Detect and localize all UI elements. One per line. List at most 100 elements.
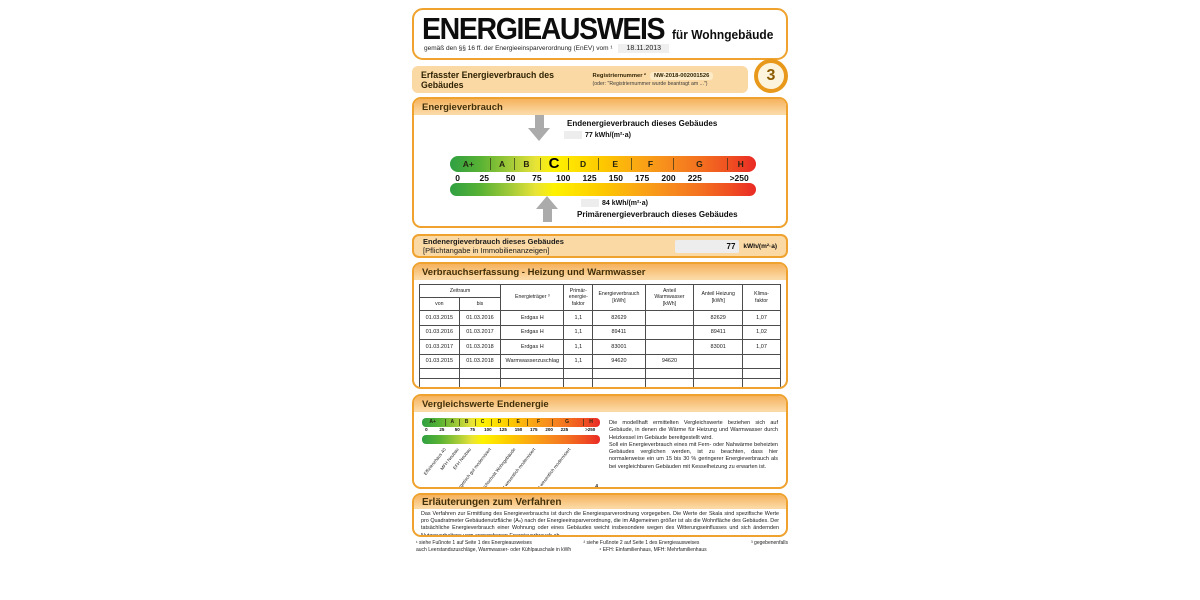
- scale-class: G: [696, 159, 703, 169]
- cell: [458, 378, 502, 387]
- cell: 1,1: [563, 310, 594, 326]
- arrow-head: [536, 196, 558, 209]
- scale-tick: 225: [687, 173, 702, 183]
- scale-tick: 0: [425, 427, 428, 432]
- scale-tick: 100: [556, 173, 571, 183]
- cell: 1,07: [742, 339, 781, 355]
- primary-energy-unit: kWh/(m²·a): [611, 199, 648, 207]
- comparison-paragraph-1: Die modellhaft ermittelten Vergleichswer…: [609, 420, 778, 441]
- registration-number: NW-2018-002001526: [650, 72, 714, 80]
- scale-class: H: [737, 159, 744, 169]
- cell: [693, 378, 744, 387]
- scale-tick: 225: [560, 427, 569, 432]
- scale-tick: 50: [505, 173, 516, 183]
- vergleichswerte-section-title: Vergleichswerte Endenergie: [414, 396, 786, 412]
- scale-tick: 50: [454, 427, 460, 432]
- table-row: 01.03.2015 01.03.2018 Warmwasserzuschlag 1,…: [419, 353, 781, 369]
- cell: 01.03.2016: [458, 310, 502, 326]
- scale-class-highlight: C: [548, 155, 560, 172]
- cell: 1,07: [742, 310, 781, 326]
- comparison-explanation: Die modellhaft ermittelten Vergleichswer…: [600, 418, 778, 487]
- page-title: ENERGIEAUSWEIS: [422, 11, 666, 46]
- cell: [693, 368, 744, 379]
- col-header-klima: Klima- faktor: [742, 284, 781, 311]
- footnote-3-start: ³ gegebenenfalls: [751, 540, 788, 546]
- table-row: 01.03.2015 01.03.2016 Erdgas H 1,1 82629 8262…: [419, 310, 781, 326]
- scale-class: A: [450, 419, 455, 425]
- scale-tick: 125: [582, 173, 597, 183]
- energy-scale-ticks: 0 25 50 75 100 125 150 175 200 225 >250: [450, 172, 756, 183]
- energy-scale-gradient-band: [450, 183, 756, 196]
- scale-class: G: [565, 419, 570, 425]
- cell: 89411: [592, 324, 646, 340]
- cell: [500, 378, 565, 387]
- scale-divider: [540, 158, 542, 170]
- scale-tick: 75: [532, 173, 542, 183]
- end-energy-band-value-line: 77 kWh/(m²·a): [675, 239, 777, 253]
- col-header-warmwasser: Anteil Warmwasser [kWh]: [644, 284, 695, 311]
- comparison-markers: Effizienzhaus 40 MFH Neubau EFH Neubau E…: [422, 444, 600, 487]
- comparison-paragraph-2: Soll ein Energieverbrauch eines mit Fern…: [609, 441, 778, 470]
- footnote-4: ⁴ EFH: Einfamilienhaus, MFH: Mehrfamilie…: [599, 546, 707, 553]
- scale-tick: >250: [729, 173, 749, 183]
- arrow-head: [528, 128, 550, 141]
- energieverbrauch-box: Energieverbrauch Endenergieverbrauch die…: [412, 97, 788, 228]
- table-row: 01.03.2017 01.03.2018 Erdgas H 1,1 83001 8300…: [419, 339, 781, 355]
- scale-tick: 200: [545, 427, 553, 432]
- scale-divider: [459, 419, 461, 426]
- arrow-shaft: [542, 209, 552, 222]
- section-band-title: Erfasster Energieverbrauch des Gebäudes: [421, 69, 554, 90]
- cell: 01.03.2016: [419, 324, 460, 340]
- erlaeuterungen-section-title: Erläuterungen zum Verfahren: [414, 495, 786, 509]
- table-row-empty: [419, 378, 781, 387]
- scale-tick: >250: [585, 427, 596, 432]
- scale-divider: [445, 419, 447, 426]
- erlaeuterungen-box: Erläuterungen zum Verfahren Das Verfahre…: [412, 493, 788, 537]
- scale-tick: 175: [635, 173, 650, 183]
- scale-class: B: [464, 419, 469, 425]
- scale-tick: 125: [499, 427, 507, 432]
- primary-energy-label: Primärenergieverbrauch dieses Gebäudes: [577, 210, 738, 219]
- col-header-heizung: Anteil Heizung [kWh]: [693, 284, 744, 311]
- cell: [742, 378, 781, 387]
- cell: 1,1: [563, 324, 594, 340]
- cell: 94620: [592, 353, 646, 369]
- vergleichswerte-body: A+ A B C D E F G H: [414, 412, 786, 487]
- value-field: [581, 199, 599, 207]
- verbrauchserfassung-section-title: Verbrauchserfassung - Heizung und Warmwa…: [414, 264, 786, 280]
- scale-divider: [583, 419, 585, 426]
- cell: 1,1: [563, 353, 594, 369]
- cell: 1,02: [742, 324, 781, 340]
- scale-divider: [489, 158, 491, 170]
- scale-divider: [567, 158, 569, 170]
- cell: [742, 368, 781, 379]
- cell: Warmwasserzuschlag: [500, 353, 565, 369]
- scale-divider: [474, 419, 476, 426]
- cell: [644, 324, 695, 340]
- arrow-down-icon: [528, 115, 550, 141]
- end-energy-band-subtitle: [Pflichtangabe in Immobilienanzeigen]: [423, 246, 550, 255]
- registration-line: Registriernummer ² NW-2018-002001526: [593, 72, 739, 80]
- scale-divider: [673, 158, 675, 170]
- energy-scale-class-band: A+ A B C D E F G H: [450, 155, 756, 172]
- cell: 01.03.2017: [458, 324, 502, 340]
- vergleichswerte-box: Vergleichswerte Endenergie A+ A B C D E …: [412, 394, 788, 489]
- cell: 01.03.2018: [458, 353, 502, 369]
- cell: Erdgas H: [500, 324, 565, 340]
- scale-class: E: [612, 159, 619, 169]
- scale-tick: 100: [484, 427, 492, 432]
- erlaeuterungen-paragraph: Das Verfahren zur Ermittlung des Energie…: [421, 511, 779, 537]
- scale-tick: 150: [608, 173, 623, 183]
- col-header-pef: Primär- energie- faktor: [563, 284, 594, 311]
- certificate-sheet: ENERGIEAUSWEIS für Wohngebäude gemäß den…: [410, 0, 792, 600]
- cell: [644, 368, 695, 379]
- end-energy-band: Endenergieverbrauch dieses Gebäudes [Pfl…: [412, 234, 788, 258]
- scale-class: D: [497, 419, 502, 425]
- footnote-1: ¹ siehe Fußnote 1 auf Seite 1 des Energi…: [416, 540, 532, 546]
- end-energy-unit: kWh/(m²·a): [594, 131, 631, 139]
- footnote-line-1: ¹ siehe Fußnote 1 auf Seite 1 des Energi…: [416, 540, 788, 547]
- page-number-badge: 3: [754, 59, 788, 93]
- footnote-3-continued: auch Leerstandszuschläge, Warmwasser- od…: [416, 546, 572, 553]
- scale-class: F: [647, 159, 654, 169]
